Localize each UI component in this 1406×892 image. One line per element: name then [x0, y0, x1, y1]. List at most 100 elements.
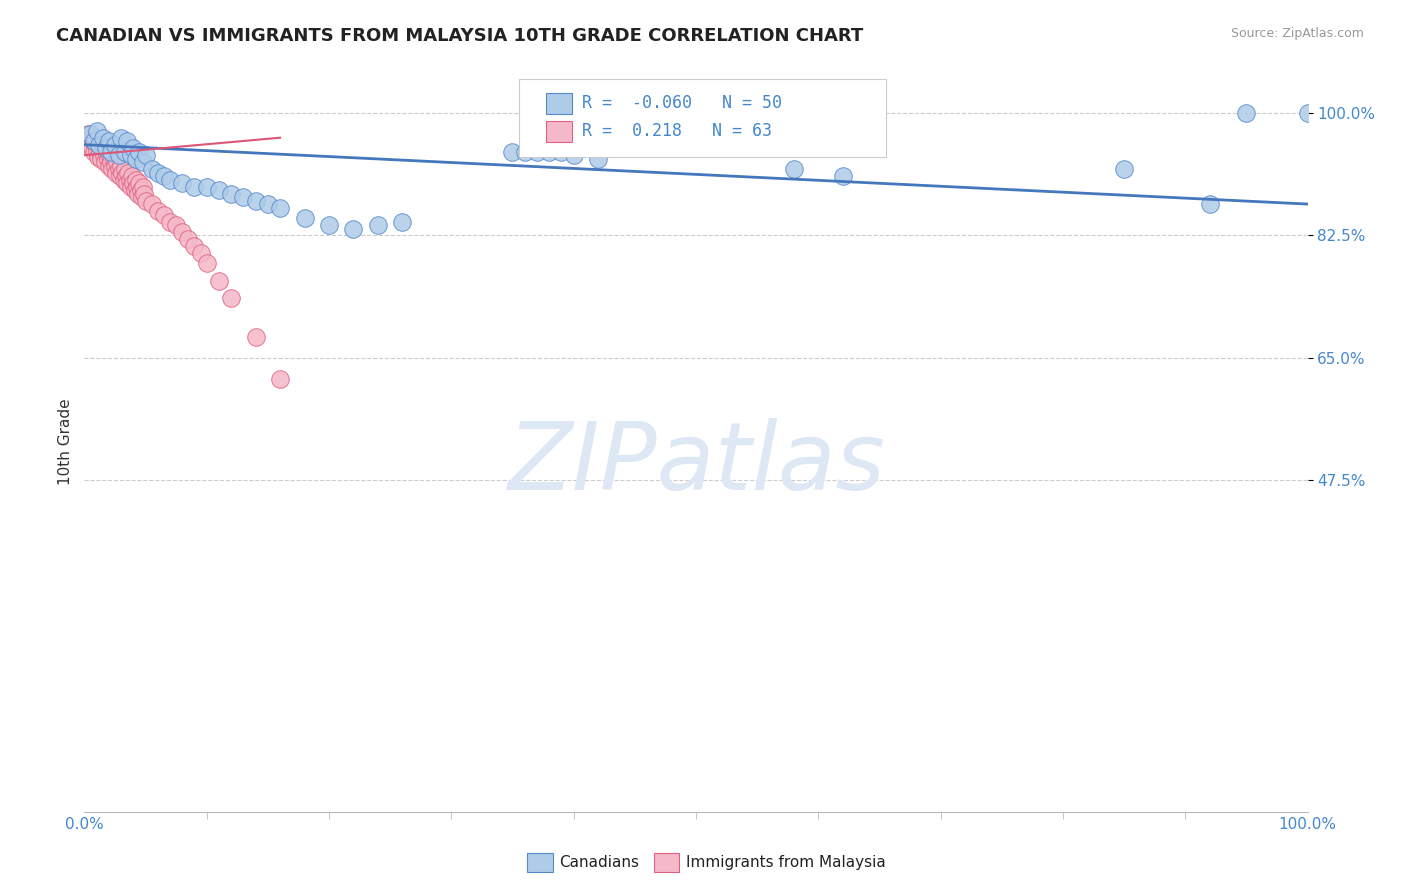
Point	[219, 186, 242, 201]
Point	[141, 197, 163, 211]
Point	[294, 211, 316, 225]
Point	[177, 232, 200, 246]
Point	[120, 179, 142, 194]
Point	[86, 143, 108, 157]
Text: R =  -0.060   N = 50: R = -0.060 N = 50	[582, 95, 782, 112]
Point	[101, 162, 124, 177]
Point	[391, 214, 413, 228]
Point	[269, 372, 291, 386]
Point	[1236, 106, 1258, 120]
Point	[135, 148, 157, 162]
Point	[76, 134, 98, 148]
Point	[562, 148, 585, 162]
Point	[94, 155, 117, 169]
Point	[153, 169, 176, 183]
Bar	[546, 121, 572, 142]
Point	[257, 197, 280, 211]
Point	[1114, 162, 1136, 177]
Point	[108, 169, 131, 183]
Point	[122, 176, 145, 190]
Point	[159, 172, 181, 186]
Point	[195, 179, 218, 194]
Point	[183, 179, 205, 194]
Point	[318, 218, 340, 232]
Point	[127, 186, 149, 201]
Point	[91, 141, 114, 155]
Point	[112, 172, 135, 186]
Point	[80, 141, 103, 155]
Point	[172, 225, 194, 239]
Point	[89, 145, 111, 159]
Point	[83, 134, 105, 148]
Point	[90, 152, 112, 166]
Point	[84, 136, 107, 150]
Point	[190, 246, 212, 260]
Point	[125, 152, 148, 166]
Text: R =  0.218   N = 63: R = 0.218 N = 63	[582, 122, 772, 140]
Point	[232, 190, 254, 204]
Point	[107, 148, 129, 162]
Point	[513, 145, 536, 159]
Point	[110, 130, 132, 145]
Point	[269, 201, 291, 215]
Point	[107, 162, 129, 177]
Point	[122, 141, 145, 155]
Point	[128, 145, 150, 159]
Point	[97, 134, 120, 148]
Point	[125, 172, 148, 186]
Point	[79, 127, 101, 141]
Point	[114, 145, 136, 159]
Point	[128, 176, 150, 190]
Text: CANADIAN VS IMMIGRANTS FROM MALAYSIA 10TH GRADE CORRELATION CHART: CANADIAN VS IMMIGRANTS FROM MALAYSIA 10T…	[56, 27, 863, 45]
Point	[219, 291, 242, 305]
Point	[141, 162, 163, 177]
Point	[105, 155, 128, 169]
Y-axis label: 10th Grade: 10th Grade	[58, 398, 73, 485]
Point	[367, 218, 389, 232]
Point	[342, 221, 364, 235]
Point	[135, 194, 157, 208]
Point	[526, 145, 548, 159]
Point	[131, 190, 153, 204]
Point	[105, 166, 128, 180]
Point	[121, 169, 143, 183]
Point	[195, 256, 218, 270]
Bar	[546, 93, 572, 113]
FancyBboxPatch shape	[519, 78, 886, 156]
Point	[159, 214, 181, 228]
Point	[550, 145, 572, 159]
Text: ZIPatlas: ZIPatlas	[508, 418, 884, 509]
Point	[82, 134, 104, 148]
Point	[91, 130, 114, 145]
Point	[586, 152, 609, 166]
Point	[124, 183, 146, 197]
Point	[183, 239, 205, 253]
Point	[146, 166, 169, 180]
Point	[783, 162, 806, 177]
Point	[103, 152, 125, 166]
Point	[104, 159, 127, 173]
Point	[1198, 197, 1220, 211]
Point	[117, 166, 139, 180]
Point	[96, 145, 118, 159]
Point	[831, 169, 853, 183]
Point	[132, 179, 155, 194]
Point	[77, 127, 100, 141]
Text: Canadians: Canadians	[560, 855, 640, 870]
Point	[100, 155, 122, 169]
Point	[118, 172, 141, 186]
Point	[146, 204, 169, 219]
Point	[93, 148, 115, 162]
Point	[86, 124, 108, 138]
Point	[245, 194, 267, 208]
Point	[125, 179, 148, 194]
Point	[245, 330, 267, 344]
Point	[115, 169, 138, 183]
Point	[110, 159, 132, 173]
Point	[97, 152, 120, 166]
Point	[83, 145, 105, 159]
Point	[502, 145, 524, 159]
Point	[208, 274, 231, 288]
Point	[96, 141, 118, 155]
Point	[115, 134, 138, 148]
